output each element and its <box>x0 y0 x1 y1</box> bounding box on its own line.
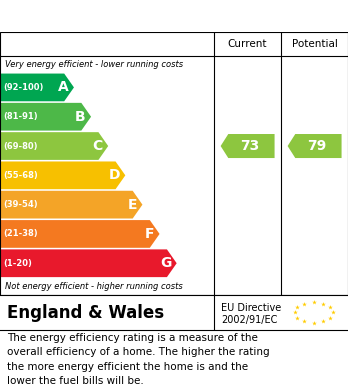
Text: E: E <box>128 197 137 212</box>
Text: G: G <box>160 256 172 270</box>
Polygon shape <box>0 191 142 219</box>
Text: A: A <box>58 81 69 94</box>
Text: (21-38): (21-38) <box>3 230 38 239</box>
Polygon shape <box>287 134 342 158</box>
Text: EU Directive: EU Directive <box>221 303 281 313</box>
Text: C: C <box>93 139 103 153</box>
Text: (92-100): (92-100) <box>3 83 44 92</box>
Polygon shape <box>221 134 275 158</box>
Text: Very energy efficient - lower running costs: Very energy efficient - lower running co… <box>5 60 183 69</box>
Text: B: B <box>75 110 86 124</box>
Text: (39-54): (39-54) <box>3 200 38 209</box>
Text: D: D <box>109 169 120 182</box>
Text: (69-80): (69-80) <box>3 142 38 151</box>
Polygon shape <box>0 103 91 131</box>
Text: Current: Current <box>228 39 267 49</box>
Text: 2002/91/EC: 2002/91/EC <box>221 314 277 325</box>
Text: Energy Efficiency Rating: Energy Efficiency Rating <box>9 9 219 23</box>
Polygon shape <box>0 249 177 277</box>
Polygon shape <box>0 132 108 160</box>
Text: The energy efficiency rating is a measure of the
overall efficiency of a home. T: The energy efficiency rating is a measur… <box>7 333 269 386</box>
Text: 73: 73 <box>240 139 259 153</box>
Text: Potential: Potential <box>292 39 338 49</box>
Polygon shape <box>0 161 125 189</box>
Polygon shape <box>0 74 74 101</box>
Text: (1-20): (1-20) <box>3 259 32 268</box>
Text: England & Wales: England & Wales <box>7 303 164 321</box>
Text: (55-68): (55-68) <box>3 171 38 180</box>
Text: (81-91): (81-91) <box>3 112 38 121</box>
Text: Not energy efficient - higher running costs: Not energy efficient - higher running co… <box>5 282 183 291</box>
Polygon shape <box>0 220 159 248</box>
Text: 79: 79 <box>307 139 326 153</box>
Text: F: F <box>145 227 154 241</box>
